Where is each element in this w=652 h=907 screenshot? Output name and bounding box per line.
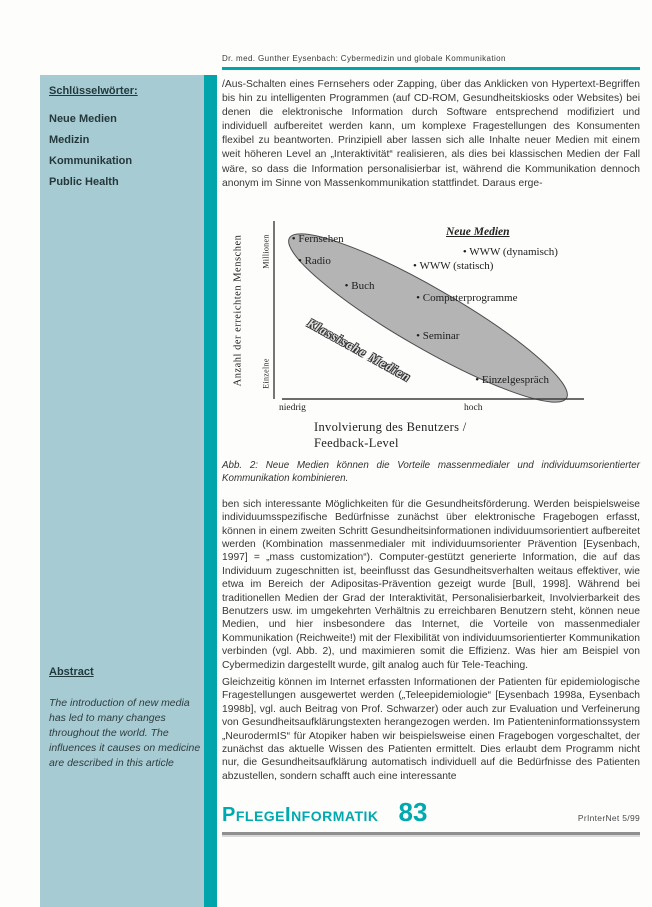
legend-neue-medien: Neue Medien	[446, 225, 510, 238]
footer-rule	[222, 832, 640, 838]
data-point-einzelgespräch: • Einzelgespräch	[475, 373, 550, 386]
keyword-medizin: Medizin	[49, 134, 90, 146]
keyword-public-health: Public Health	[49, 176, 119, 188]
data-point-buch: • Buch	[344, 279, 375, 292]
paragraph-2: ben sich interessante Möglichkeiten für …	[222, 498, 640, 671]
issue-reference: PrInterNet 5/99	[577, 813, 640, 824]
data-point-www-statisch-: • WWW (statisch)	[413, 259, 494, 272]
data-point-radio: • Radio	[297, 254, 331, 267]
data-point-fernsehen: • Fernsehen	[291, 232, 344, 245]
paragraph-1: /Aus-Schalten eines Fernsehers oder Zapp…	[222, 79, 640, 189]
abstract-text: The introduction of new media has led to…	[49, 697, 201, 769]
running-header: Dr. med. Gunther Eysenbach: Cybermedizin…	[222, 54, 640, 70]
abstract-heading: Abstract	[49, 666, 94, 678]
paragraph-3: Gleichzeitig können im Internet erfasste…	[222, 677, 640, 782]
figure-caption: Abb. 2: Neue Medien können die Vorteile …	[222, 459, 640, 484]
data-point-seminar: • Seminar	[416, 330, 460, 343]
page-footer: PflegeInformatik 83 PrInterNet 5/99	[222, 797, 640, 838]
x-axis-label-line2: Feedback-Level	[314, 435, 399, 450]
main-column: Dr. med. Gunther Eysenbach: Cybermedizin…	[222, 0, 640, 838]
section-title: PflegeInformatik	[222, 804, 379, 827]
classic-media-band	[288, 233, 568, 403]
x-axis-label-line1: Involvierung des Benutzers /	[314, 419, 467, 434]
data-point-computerprogramme: • Computerprogramme	[416, 291, 518, 304]
data-point-www-dynamisch-: • WWW (dynamisch)	[462, 246, 558, 259]
sidebar-accent-stripe	[204, 75, 217, 907]
keywords-heading: Schlüsselwörter:	[49, 85, 138, 97]
x-tick-niedrig: niedrig	[279, 402, 306, 413]
keyword-kommunikation: Kommunikation	[49, 155, 133, 167]
figure-abb2: Anzahl der erreichten Menschen Millionen…	[222, 217, 640, 455]
page-number: 83	[398, 797, 428, 828]
keyword-neue-medien: Neue Medien	[49, 113, 117, 125]
y-tick-einzelne: Einzelne	[261, 358, 271, 389]
y-tick-millionen: Millionen	[261, 234, 271, 269]
x-tick-hoch: hoch	[464, 402, 483, 413]
y-axis-label: Anzahl der erreichten Menschen	[232, 234, 244, 387]
chart-canvas	[273, 220, 584, 403]
sidebar: Schlüsselwörter: Neue Medien Medizin Kom…	[40, 75, 204, 907]
